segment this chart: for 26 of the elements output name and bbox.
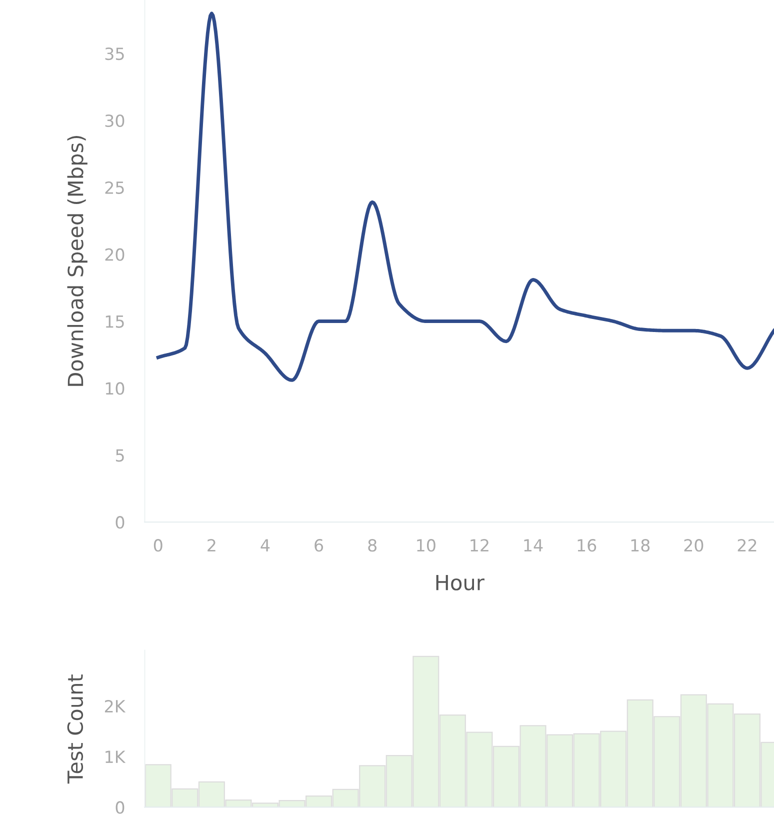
x-tick-label: 12 [470,539,488,552]
y-axis-title: Test Count [67,674,84,784]
y-tick-label: 35 [105,48,124,60]
y-tick-label: 1K [106,750,126,763]
x-tick-label: 4 [260,539,270,552]
y-tick-label: 0 [116,516,124,529]
x-tick-label: 0 [154,539,162,552]
y-tick-label: 30 [105,114,124,128]
x-tick-label: 8 [368,539,377,552]
x-tick-label: 14 [524,539,543,552]
y-tick-label: 25 [105,181,124,194]
x-tick-label: 16 [578,539,596,552]
x-tick-label: 18 [631,539,650,552]
y-axis-title: Download Speed (Mbps) [67,136,88,386]
y-tick-label: 20 [105,248,124,261]
y-tick-label: 10 [106,382,124,395]
x-tick-label: 6 [314,539,324,552]
y-tick-label: 0 [116,801,124,814]
x-tick-label: 20 [684,539,704,552]
y-tick-label: 5 [116,449,124,462]
x-tick-label: 10 [417,539,436,552]
x-axis-title: Hour [436,574,484,590]
y-tick-label: 2K [104,700,126,712]
x-tick-label: 2 [208,539,216,552]
y-tick-label: 15 [106,315,124,328]
x-tick-label: 22 [738,539,756,552]
